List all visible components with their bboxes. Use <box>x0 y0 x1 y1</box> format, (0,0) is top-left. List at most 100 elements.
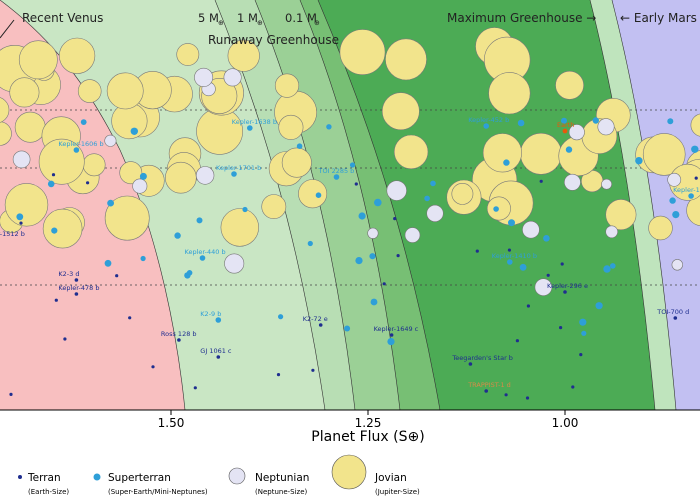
planet-name-label: Kepler-478 b <box>58 284 99 292</box>
labeled-planet-marker <box>389 333 394 337</box>
boundary-max-greenhouse <box>589 0 656 410</box>
region-label-1m: 1 M <box>237 11 258 25</box>
planet-name-label: Kepler-1701 b <box>216 164 261 172</box>
jovian-planet-marker <box>77 79 102 103</box>
labeled-planet-marker <box>74 292 79 296</box>
neptunian-planet-marker <box>605 225 619 239</box>
terran-planet-marker <box>571 385 575 389</box>
superterran-planet-marker <box>565 146 573 153</box>
jovian-planet-marker <box>281 147 312 178</box>
planet-name-label: Teegarden's Star b <box>451 354 513 362</box>
jovian-planet-marker <box>18 40 58 80</box>
jovian-planet-marker <box>261 194 287 220</box>
legend-neptunian-marker <box>228 467 246 485</box>
jovian-planet-marker <box>274 73 300 98</box>
legend-neptunian-desc: (Neptune-Size) <box>255 488 308 496</box>
labeled-planet-marker <box>563 290 567 294</box>
superterran-planet-marker <box>610 263 616 269</box>
superterran-planet-marker <box>296 143 303 149</box>
superterran-planet-marker <box>47 180 55 188</box>
legend-terran-desc: (Earth-Size) <box>28 488 69 496</box>
terran-planet-marker <box>19 221 23 225</box>
jovian-planet-marker <box>58 37 96 74</box>
neptunian-planet-marker <box>564 173 581 191</box>
jovian-planet-marker <box>0 97 10 123</box>
terran-planet-marker <box>382 282 386 286</box>
planet-name-label: K2-72 e <box>303 315 328 323</box>
planet-name-label: Kepler-1544 b <box>673 186 700 194</box>
x-tick-label: 1.50 <box>158 416 185 430</box>
labeled-planet-marker <box>673 316 678 320</box>
superterran-planet-marker <box>561 117 567 124</box>
region-label-01m: 0.1 M <box>285 11 317 25</box>
superterran-planet-marker <box>51 227 58 234</box>
legend-jovian-label: Jovian <box>374 472 407 484</box>
terran-planet-marker <box>63 337 67 341</box>
neptunian-planet-marker <box>223 68 242 87</box>
terran-planet-marker <box>515 339 520 343</box>
terran-planet-marker <box>311 368 315 372</box>
neptunian-planet-marker <box>671 259 683 271</box>
region-label-1m-sub: ⊕ <box>257 19 263 27</box>
region-label-early-mars: ← Early Mars <box>620 11 697 25</box>
superterran-planet-marker <box>139 172 147 180</box>
neptunian-planet-marker <box>194 67 214 87</box>
superterran-planet-marker <box>667 118 674 125</box>
superterran-planet-marker <box>174 232 181 239</box>
legend-jovian-desc: (Jupiter-Size) <box>375 488 420 496</box>
x-tick-label: 1.25 <box>355 416 382 430</box>
superterran-planet-marker <box>278 314 284 320</box>
superterran-planet-marker <box>543 235 550 242</box>
neptunian-planet-marker <box>404 227 421 243</box>
superterran-planet-marker <box>592 117 599 124</box>
labeled-planet-marker <box>177 338 181 342</box>
jovian-planet-marker <box>393 134 429 170</box>
terran-planet-marker <box>115 274 119 278</box>
jovian-planet-marker <box>82 153 106 177</box>
planet-name-label: Kepler-1606 b <box>58 140 103 148</box>
planet-name-label: K2-9 b <box>200 310 221 318</box>
terran-planet-marker <box>526 304 531 308</box>
planet-name-label: K2-3 d <box>58 270 79 278</box>
planet-name-label: GJ 1061 c <box>200 347 232 355</box>
labeled-planet-marker <box>333 174 340 180</box>
labeled-planet-marker <box>318 323 323 327</box>
region-label-01m-sub: ⊕ <box>314 19 320 27</box>
legend: Terran (Earth-Size) Superterran (Super-E… <box>18 454 420 496</box>
labeled-planet-marker <box>216 355 221 359</box>
x-axis-ticks: 1.751.501.251.000.750.500.25 <box>158 410 578 430</box>
terran-planet-marker <box>560 262 564 266</box>
neptunian-planet-marker <box>568 124 585 141</box>
superterran-planet-marker <box>603 265 611 273</box>
terran-planet-marker <box>9 392 13 396</box>
neptunian-planet-marker <box>195 166 215 185</box>
labeled-planet-marker <box>507 259 513 265</box>
superterran-planet-marker <box>130 127 138 135</box>
neptunian-planet-marker <box>522 220 540 239</box>
terran-planet-marker <box>475 249 479 253</box>
jovian-planet-marker <box>119 161 143 185</box>
legend-superterran-desc: (Super-Earth/Mini-Neptunes) <box>108 488 208 496</box>
neptunian-planet-marker <box>12 150 31 169</box>
jovian-planet-marker <box>106 72 144 110</box>
jovian-planet-marker <box>605 199 637 231</box>
jovian-planet-marker <box>690 113 700 137</box>
planet-name-label: Kepler-1649 c <box>374 325 419 333</box>
terran-planet-marker <box>396 254 400 258</box>
superterran-planet-marker <box>140 255 146 262</box>
jovian-planet-marker <box>278 114 304 140</box>
planet-name-label: Kepler-440 b <box>185 248 226 256</box>
superterran-planet-marker <box>508 219 515 227</box>
superterran-planet-marker <box>519 263 527 271</box>
jovian-planet-marker <box>42 208 83 249</box>
jovian-planet-marker <box>486 196 511 221</box>
neptunian-planet-marker <box>132 178 148 194</box>
terran-planet-marker <box>128 316 132 320</box>
legend-superterran-marker <box>93 473 101 481</box>
legend-neptunian-label: Neptunian <box>255 472 309 484</box>
legend-superterran-label: Superterran <box>108 472 171 484</box>
planet-layer: Kepler-452 b Kepler-1638 b Kepler-1606 b Ke… <box>0 27 700 400</box>
early-mars-zone <box>612 0 700 410</box>
planet-name-label: TOI-700 d <box>656 308 689 316</box>
